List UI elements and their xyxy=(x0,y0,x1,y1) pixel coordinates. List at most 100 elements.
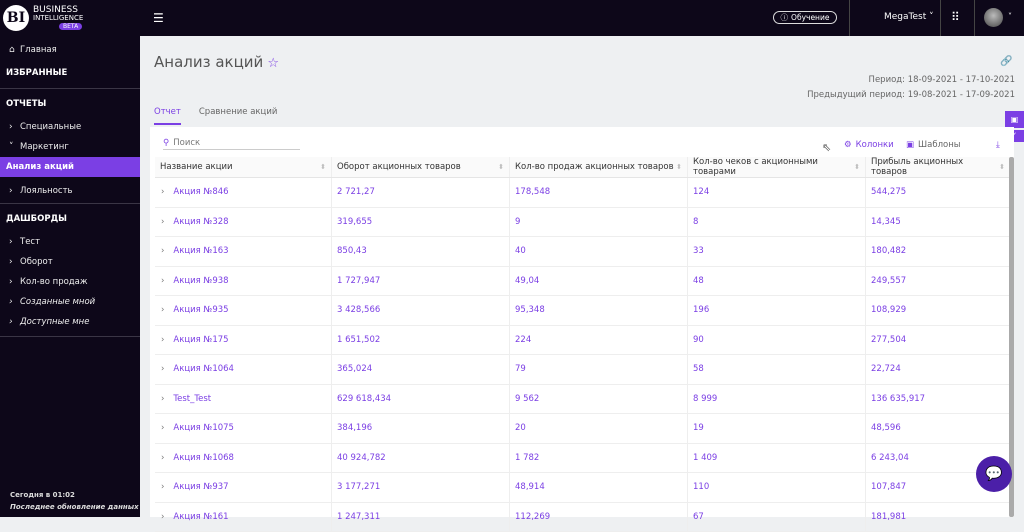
table-cell[interactable]: › Акция №937 xyxy=(155,473,332,502)
table-cell[interactable]: › Акция №935 xyxy=(155,296,332,325)
section-dashboards[interactable]: ДАШБОРДЫ xyxy=(0,206,140,232)
header-label: Оборот акционных товаров xyxy=(337,162,461,172)
cell-value: 48,596 xyxy=(871,423,901,433)
sidebar-item-promo-analysis[interactable]: Анализ акций xyxy=(0,157,140,177)
table-cell: 49,04 xyxy=(510,267,688,296)
columns-button[interactable]: ⚙Колонки xyxy=(844,140,894,150)
promo-link[interactable]: Акция №938 xyxy=(173,276,228,286)
table-cell[interactable]: › Акция №163 xyxy=(155,237,332,266)
column-header[interactable]: Кол-во продаж акционных товаров⬍ xyxy=(510,157,688,177)
promo-link[interactable]: Акция №175 xyxy=(173,335,228,345)
templates-button[interactable]: ▣Шаблоны xyxy=(906,140,960,150)
table-cell[interactable]: › Акция №846 xyxy=(155,178,332,207)
expand-icon[interactable]: › xyxy=(161,394,164,404)
expand-icon[interactable]: › xyxy=(161,187,164,197)
search-input[interactable]: ⚲Поиск xyxy=(163,137,300,150)
promo-link[interactable]: Test_Test xyxy=(173,394,211,404)
expand-icon[interactable]: › xyxy=(161,453,164,463)
sort-icon[interactable]: ⬍ xyxy=(676,163,682,171)
sort-icon[interactable]: ⬍ xyxy=(320,163,326,171)
favorite-star-icon[interactable]: ☆ xyxy=(267,56,279,71)
table-cell[interactable]: › Акция №938 xyxy=(155,267,332,296)
chevron-down-icon[interactable]: ˅ xyxy=(1008,12,1012,21)
chat-icon: 💬 xyxy=(985,466,1002,482)
link-icon[interactable]: 🔗 xyxy=(1000,56,1012,67)
promo-link[interactable]: Акция №935 xyxy=(173,305,228,315)
help-icon: ⓘ xyxy=(781,12,789,23)
column-header[interactable]: Оборот акционных товаров ⬍ xyxy=(332,157,510,177)
avatar[interactable] xyxy=(984,8,1003,27)
table-cell[interactable]: › Акция №1064 xyxy=(155,355,332,384)
table-cell[interactable]: › Test_Test xyxy=(155,385,332,414)
sidebar-item-home[interactable]: ⌂Главная xyxy=(0,40,140,60)
expand-icon[interactable]: › xyxy=(161,364,164,374)
table-cell: 3 428,566 xyxy=(332,296,510,325)
sidebar-item-special[interactable]: ›Специальные xyxy=(0,117,140,137)
chat-button[interactable]: 💬 xyxy=(976,456,1012,492)
sidebar-item-label: Специальные xyxy=(20,122,81,132)
table-cell[interactable]: › Акция №1068 xyxy=(155,444,332,473)
table-cell[interactable]: › Акция №1075 xyxy=(155,414,332,443)
sidebar-item-loyalty[interactable]: ›Лояльность xyxy=(0,181,140,201)
column-header[interactable]: Кол-во чеков с акционными товарами⬍ xyxy=(688,157,866,177)
last-update-time: Сегодня в 01:02 xyxy=(10,489,139,501)
expand-icon[interactable]: › xyxy=(161,482,164,492)
expand-icon[interactable]: › xyxy=(161,276,164,286)
expand-icon[interactable]: › xyxy=(161,423,164,433)
chevron-right-icon: › xyxy=(9,297,20,307)
sort-icon[interactable]: ⬍ xyxy=(854,163,860,171)
scrollbar[interactable] xyxy=(1009,157,1014,517)
column-header[interactable]: Название акции⬍ xyxy=(155,157,332,177)
promo-link[interactable]: Акция №1064 xyxy=(173,364,234,374)
promo-link[interactable]: Акция №163 xyxy=(173,246,228,256)
promo-link[interactable]: Акция №1075 xyxy=(173,423,234,433)
column-header[interactable]: Прибыль акционных товаров⬍ xyxy=(866,157,1010,177)
sidebar-item-marketing[interactable]: ˅Маркетинг xyxy=(0,137,140,157)
table-cell: 1 782 xyxy=(510,444,688,473)
sort-icon[interactable]: ⬍ xyxy=(498,163,504,171)
section-favorites[interactable]: ИЗБРАННЫЕ xyxy=(0,60,140,86)
table-cell: 365,024 xyxy=(332,355,510,384)
expand-icon[interactable]: › xyxy=(161,217,164,227)
logo[interactable]: BI BUSINESS INTELLIGENCE BETA xyxy=(0,0,140,36)
section-reports[interactable]: ОТЧЕТЫ xyxy=(0,91,140,117)
promo-link[interactable]: Акция №937 xyxy=(173,482,228,492)
promo-link[interactable]: Акция №846 xyxy=(173,187,228,197)
apps-grid-icon[interactable]: ⠿ xyxy=(951,10,960,24)
sidebar-item-turnover[interactable]: ›Оборот xyxy=(0,252,140,272)
sidebar-item-test[interactable]: ›Тест xyxy=(0,232,140,252)
download-icon[interactable]: ⤓ xyxy=(996,140,1000,150)
expand-icon[interactable]: › xyxy=(161,246,164,256)
table-cell: 319,655 xyxy=(332,208,510,237)
tab-compare[interactable]: Сравнение акций xyxy=(199,107,278,125)
promo-link[interactable]: Акция №1068 xyxy=(173,453,234,463)
table-cell[interactable]: › Акция №175 xyxy=(155,326,332,355)
tab-report[interactable]: Отчет xyxy=(154,107,181,125)
promo-link[interactable]: Акция №328 xyxy=(173,217,228,227)
chevron-down-icon: ˅ xyxy=(9,142,20,152)
expand-icon[interactable]: › xyxy=(161,335,164,345)
expand-icon[interactable]: › xyxy=(161,305,164,315)
sidebar-item-shared-with-me[interactable]: ›Доступные мне xyxy=(0,312,140,332)
gear-icon: ⚙ xyxy=(844,140,852,150)
sidebar-item-created-by-me[interactable]: ›Созданные мной xyxy=(0,292,140,312)
sort-icon[interactable]: ⬍ xyxy=(999,163,1005,171)
collapse-menu-icon[interactable]: ☰ xyxy=(153,11,164,25)
tenant-selector[interactable]: MegaTest ˅ xyxy=(884,12,934,22)
table-cell[interactable]: › Акция №328 xyxy=(155,208,332,237)
dashboard-panel-icon[interactable]: ▣ xyxy=(1005,111,1024,128)
sidebar-item-sales-count[interactable]: ›Кол-во продаж xyxy=(0,272,140,292)
